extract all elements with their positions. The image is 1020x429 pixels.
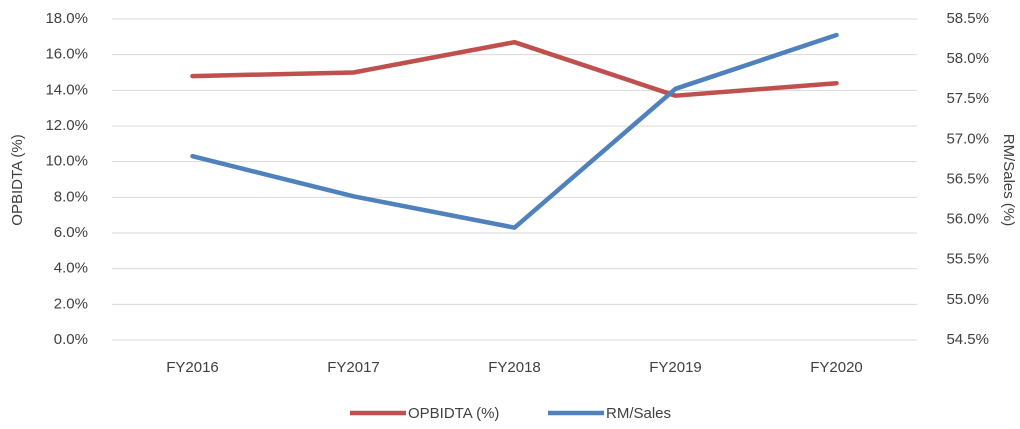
y-tick-label: 16.0% [45, 46, 88, 63]
y2-tick-label: 58.0% [946, 50, 989, 67]
y-tick-label: 8.0% [54, 188, 88, 205]
y2-tick-label: 57.5% [946, 90, 989, 107]
x-tick-label: FY2018 [488, 359, 541, 376]
series-line [190, 32, 839, 230]
y-tick-label: 2.0% [54, 295, 88, 312]
x-tick-label: FY2019 [649, 359, 702, 376]
series-line [190, 39, 839, 98]
y2-axis-label: RM/Sales (%) [1000, 134, 1017, 227]
y2-tick-label: 55.5% [946, 251, 989, 268]
y-tick-label: 4.0% [54, 260, 88, 277]
y2-tick-label: 57.0% [946, 130, 989, 147]
y2-tick-label: 58.5% [946, 10, 989, 27]
y-tick-label: 18.0% [45, 10, 88, 27]
y-tick-label: 14.0% [45, 81, 88, 98]
y-axis-label: OPBIDTA (%) [9, 134, 26, 225]
y2-tick-label: 55.0% [946, 291, 989, 308]
y-tick-label: 10.0% [45, 153, 88, 170]
legend-label: OPBIDTA (%) [408, 405, 499, 422]
y2-tick-label: 54.5% [946, 331, 989, 348]
y-tick-label: 12.0% [45, 117, 88, 134]
y2-tick-label: 56.5% [946, 170, 989, 187]
y-tick-label: 0.0% [54, 331, 88, 348]
y-tick-label: 6.0% [54, 224, 88, 241]
y2-tick-label: 56.0% [946, 211, 989, 228]
x-tick-label: FY2017 [327, 359, 380, 376]
x-tick-label: FY2016 [166, 359, 219, 376]
x-tick-label: FY2020 [810, 359, 863, 376]
legend-label: RM/Sales [606, 405, 671, 422]
